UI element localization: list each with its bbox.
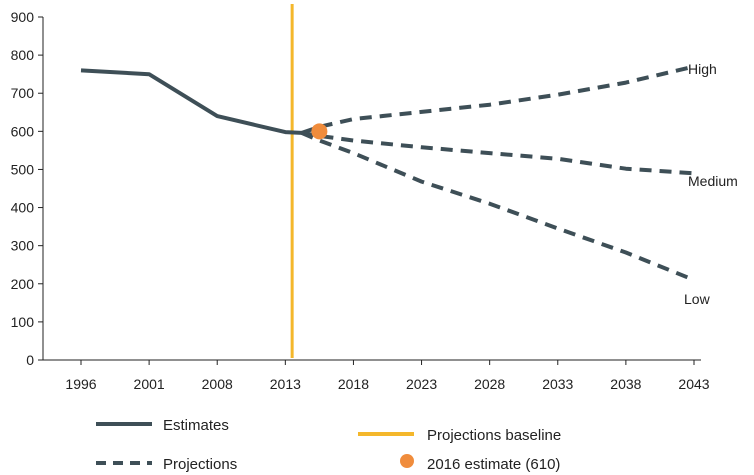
y-tick-label: 200 (11, 276, 35, 292)
estimate-markers (311, 123, 328, 140)
x-tick-label: 2038 (610, 376, 641, 392)
estimate-2016-point (311, 123, 328, 140)
series-lines (80, 64, 695, 282)
series-label-low: Low (684, 291, 711, 307)
y-tick-label: 700 (11, 85, 35, 101)
legend: Estimates Projections Projections baseli… (96, 417, 561, 473)
y-tick-label: 900 (11, 9, 35, 25)
estimates-line (80, 68, 302, 135)
x-tick-label: 2008 (202, 376, 233, 392)
y-tick-label: 0 (26, 352, 34, 368)
x-tick-label: 2018 (338, 376, 369, 392)
x-tick-label: 2033 (542, 376, 573, 392)
y-tick-label: 100 (11, 314, 35, 330)
y-tick-label: 400 (11, 200, 35, 216)
y-tick-label: 600 (11, 123, 35, 139)
legend-estimate-2016-swatch (400, 454, 414, 468)
x-tick-label: 2028 (474, 376, 505, 392)
legend-estimates-label: Estimates (163, 417, 229, 434)
y-tick-label: 800 (11, 47, 35, 63)
x-tick-label: 2023 (406, 376, 437, 392)
x-axis: 1996 2001 2008 2013 2018 2023 2028 2033 2038 2043 (43, 359, 710, 392)
series-labels: High Medium Low (684, 61, 738, 307)
series-label-high: High (688, 61, 717, 77)
series-label-medium: Medium (688, 173, 738, 189)
legend-baseline-label: Projections baseline (427, 427, 561, 444)
legend-projections-label: Projections (163, 456, 237, 473)
projection-line-low (300, 131, 695, 282)
legend-estimate-2016-label: 2016 estimate (610) (427, 456, 560, 473)
x-tick-label: 2013 (270, 376, 301, 392)
y-tick-label: 300 (11, 238, 35, 254)
projection-line-medium (301, 130, 695, 176)
y-tick-label: 500 (11, 161, 35, 177)
projection-line-high (301, 64, 695, 135)
x-tick-label: 2001 (134, 376, 165, 392)
y-axis: 0 100 200 300 400 500 600 700 800 900 (11, 9, 44, 368)
x-tick-label: 1996 (65, 376, 96, 392)
x-tick-label: 2043 (678, 376, 709, 392)
